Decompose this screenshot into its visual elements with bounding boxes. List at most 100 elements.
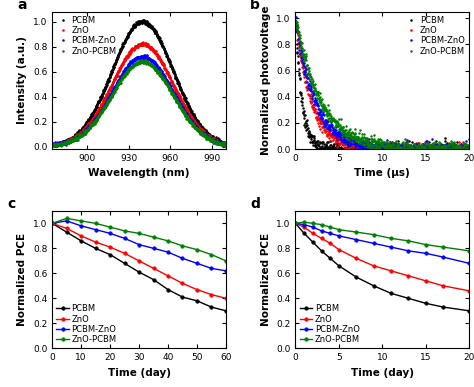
Y-axis label: Normalized PCE: Normalized PCE [18, 233, 27, 326]
PCBM-ZnO [409, 147, 415, 151]
PCBM [423, 301, 428, 306]
PCBM [122, 261, 128, 265]
PCBM [78, 238, 84, 243]
Legend: PCBM, ZnO, PCBM-ZnO, ZnO-PCBM: PCBM, ZnO, PCBM-ZnO, ZnO-PCBM [55, 303, 118, 346]
Text: a: a [18, 0, 27, 12]
PCBM [194, 298, 200, 303]
PCBM-ZnO [223, 269, 229, 273]
PCBM [337, 147, 343, 151]
PCBM [406, 296, 411, 301]
PCBM [209, 305, 214, 309]
ZnO-PCBM [223, 142, 229, 146]
Line: ZnO-PCBM: ZnO-PCBM [294, 220, 471, 253]
ZnO [395, 143, 401, 148]
PCBM-ZnO [310, 225, 316, 229]
PCBM-ZnO [354, 237, 359, 242]
PCBM-ZnO [440, 255, 446, 259]
ZnO [337, 141, 343, 146]
PCBM-ZnO [200, 129, 205, 134]
ZnO-PCBM [292, 17, 298, 22]
Line: PCBM-ZnO: PCBM-ZnO [295, 16, 470, 150]
PCBM-ZnO [209, 266, 214, 271]
X-axis label: Time (day): Time (day) [108, 368, 171, 378]
PCBM [155, 35, 161, 40]
ZnO-PCBM [60, 142, 66, 147]
ZnO [151, 266, 156, 271]
ZnO [292, 21, 298, 25]
ZnO-PCBM [301, 220, 307, 224]
ZnO [182, 103, 187, 107]
ZnO-PCBM [137, 57, 142, 62]
PCBM-ZnO [424, 145, 429, 149]
PCBM [324, 145, 329, 149]
PCBM [200, 126, 205, 130]
PCBM-ZnO [49, 221, 55, 226]
ZnO-PCBM [292, 221, 298, 226]
Y-axis label: Intensity (a.u.): Intensity (a.u.) [18, 36, 27, 124]
ZnO-PCBM [165, 238, 171, 243]
ZnO-PCBM [49, 144, 55, 148]
PCBM-ZnO [371, 241, 376, 246]
PCBM-ZnO [223, 142, 229, 147]
ZnO [223, 142, 229, 147]
PCBM-ZnO [395, 147, 401, 151]
PCBM [161, 45, 166, 50]
PCBM [328, 256, 333, 261]
ZnO [466, 144, 472, 148]
ZnO-PCBM [93, 221, 99, 226]
PCBM-ZnO [151, 246, 156, 251]
ZnO-PCBM [310, 221, 316, 226]
ZnO [440, 284, 446, 288]
PCBM-ZnO [406, 248, 411, 253]
ZnO-PCBM [466, 145, 472, 150]
PCBM [223, 141, 229, 146]
PCBM [354, 275, 359, 279]
ZnO [122, 251, 128, 256]
ZnO [136, 259, 142, 263]
PCBM-ZnO [194, 261, 200, 265]
PCBM-ZnO [319, 229, 324, 233]
ZnO-PCBM [209, 252, 214, 257]
ZnO-PCBM [354, 230, 359, 235]
PCBM-ZnO [423, 251, 428, 256]
ZnO-PCBM [424, 140, 429, 145]
ZnO-PCBM [377, 147, 383, 151]
ZnO [409, 147, 415, 151]
ZnO [310, 231, 316, 236]
PCBM [409, 147, 415, 151]
Line: ZnO: ZnO [52, 42, 227, 147]
ZnO-PCBM [440, 245, 446, 250]
ZnO-PCBM [319, 222, 324, 227]
PCBM [107, 252, 113, 257]
PCBM [64, 230, 70, 235]
ZnO [165, 274, 171, 278]
ZnO-PCBM [223, 259, 229, 263]
PCBM [310, 240, 316, 245]
ZnO [323, 124, 329, 128]
ZnO [221, 144, 227, 149]
PCBM [49, 142, 55, 147]
PCBM-ZnO [466, 261, 472, 265]
ZnO-PCBM [395, 146, 401, 151]
Line: ZnO: ZnO [295, 22, 470, 150]
ZnO-PCBM [49, 221, 55, 226]
PCBM [319, 248, 324, 253]
PCBM-ZnO [78, 224, 84, 228]
ZnO-PCBM [466, 248, 472, 253]
ZnO [341, 147, 347, 151]
PCBM [371, 284, 376, 288]
PCBM [466, 147, 472, 151]
ZnO [160, 63, 166, 67]
ZnO [199, 128, 205, 132]
X-axis label: Time (day): Time (day) [351, 368, 414, 378]
ZnO-PCBM [371, 133, 377, 137]
PCBM-ZnO [182, 109, 187, 114]
X-axis label: Wavelength (nm): Wavelength (nm) [88, 168, 190, 178]
PCBM [395, 147, 401, 151]
PCBM-ZnO [337, 134, 343, 139]
ZnO [93, 240, 99, 245]
ZnO [49, 221, 55, 226]
Line: ZnO: ZnO [50, 222, 228, 300]
ZnO [328, 241, 333, 246]
ZnO [60, 141, 65, 146]
